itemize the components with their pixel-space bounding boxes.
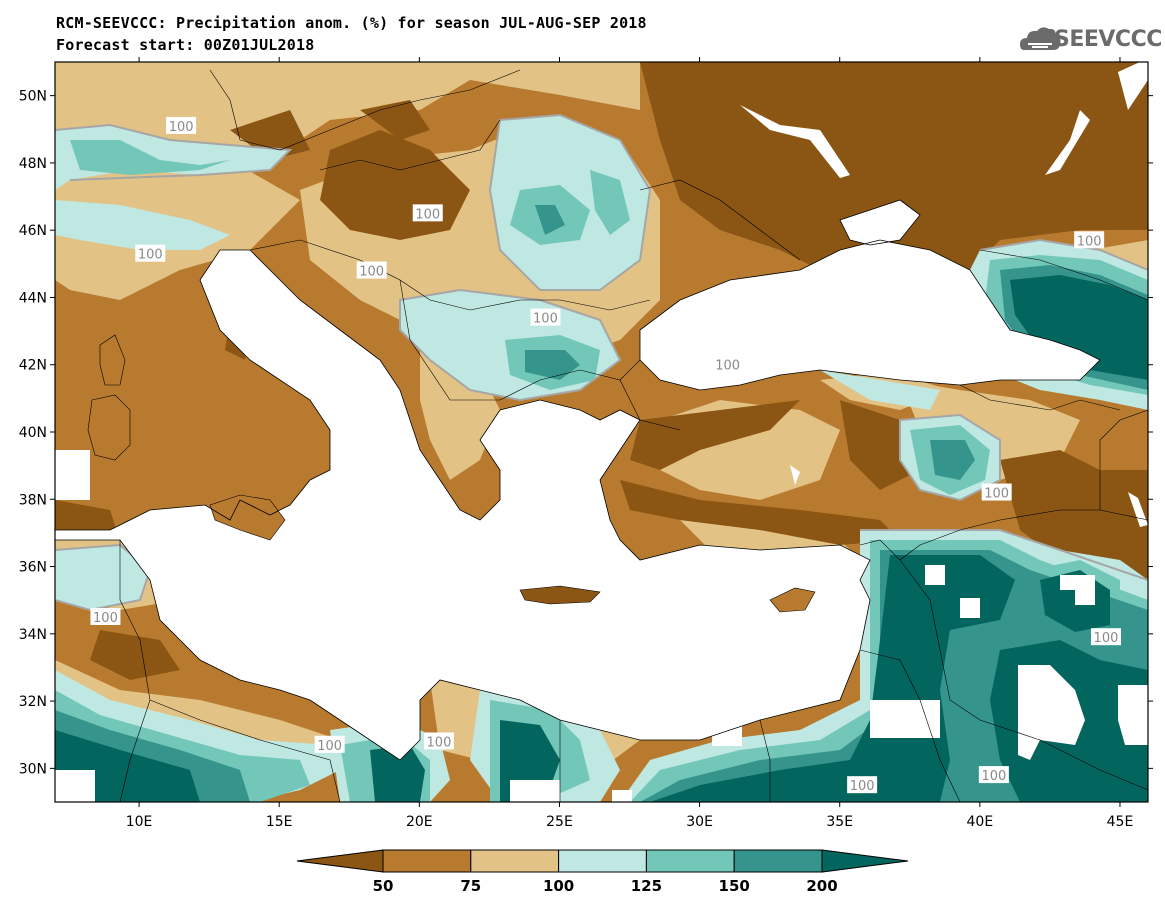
seevccc-logo-cloud-icon — [1020, 27, 1061, 50]
lon-tick-label: 45E — [1107, 814, 1134, 830]
contour-label: 100 — [427, 735, 452, 750]
colorbar-label: 50 — [373, 877, 394, 895]
contour-label: 100 — [317, 739, 342, 754]
sea-mask — [55, 200, 1100, 760]
contour-label-bg — [314, 735, 345, 753]
contour-label-bg — [1074, 231, 1105, 249]
contour-label-bg — [978, 766, 1009, 784]
colorbar-label: 100 — [543, 877, 574, 895]
contour-100 — [55, 113, 1148, 612]
lat-tick-label: 32N — [19, 694, 47, 710]
lat-tick-label: 48N — [19, 156, 47, 172]
lat-tick-label: 30N — [19, 761, 47, 777]
contour-label: 100 — [715, 359, 740, 374]
lon-tick-label: 35E — [826, 814, 853, 830]
contour-labels: 100 100 100 100 100 100 100 100 100 100 100 100 100 1… — [90, 116, 1121, 794]
colorbar-bin — [558, 849, 647, 873]
islands — [87, 334, 816, 613]
colorbar-bin — [645, 849, 735, 873]
contour-label: 100 — [533, 312, 558, 327]
lon-tick-label: 15E — [266, 814, 293, 830]
lat-tick-label: 44N — [19, 290, 47, 306]
colorbar-high-arrow — [821, 849, 909, 873]
lon-tick-label: 25E — [546, 814, 573, 830]
colorbar: 50 75 100 125 150 200 — [296, 849, 909, 895]
colorbar-label: 75 — [460, 877, 481, 895]
contour-label-bg — [423, 732, 454, 750]
lat-tick-label: 34N — [19, 627, 47, 643]
lat-tick-label: 36N — [19, 560, 47, 576]
lon-tick-label: 10E — [126, 814, 153, 830]
contour-label: 100 — [359, 265, 384, 280]
field-missing — [55, 62, 1148, 802]
forecast-start: Forecast start: 00Z01JUL2018 — [56, 36, 315, 54]
contour-label-bg — [847, 776, 878, 794]
contour-label: 100 — [850, 779, 875, 794]
contour-label-bg — [712, 355, 743, 373]
contour-label: 100 — [1094, 631, 1119, 646]
lon-tick-label: 40E — [967, 814, 994, 830]
colorbar-bin — [382, 849, 472, 873]
contour-label: 100 — [169, 120, 194, 135]
colorbar-label: 200 — [806, 877, 837, 895]
lat-tick-label: 38N — [19, 492, 47, 508]
contour-label-bg — [1090, 628, 1121, 646]
logo-text: SEEVCCC — [1054, 27, 1162, 52]
lon-tick-label: 30E — [686, 814, 713, 830]
lat-tick-label: 50N — [19, 89, 47, 105]
contour-label-bg — [981, 483, 1012, 501]
lat-tick-label: 40N — [19, 425, 47, 441]
contour-label-bg — [90, 608, 121, 625]
lat-ticks: 50N 48N 46N 44N 42N 40N 38N 36N 34N 32N 30N — [19, 89, 1153, 777]
contour-label: 100 — [984, 487, 1009, 502]
contour-label: 100 — [981, 769, 1006, 784]
lon-tick-label: 20E — [406, 814, 433, 830]
contour-label: 100 — [93, 611, 118, 626]
contour-label-bg — [135, 244, 166, 262]
lon-ticks: 10E 15E 20E 25E 30E 35E 40E 45E — [126, 57, 1134, 830]
contour-label: 100 — [415, 207, 440, 222]
lat-tick-label: 46N — [19, 223, 47, 239]
colorbar-label: 150 — [719, 877, 750, 895]
contour-label: 100 — [138, 248, 163, 263]
lat-tick-label: 42N — [19, 358, 47, 374]
contour-label: 100 — [1077, 234, 1102, 249]
map-title: RCM-SEEVCCC: Precipitation anom. (%) for… — [56, 14, 647, 32]
colorbar-bin — [470, 849, 560, 873]
contour-label-bg — [356, 261, 387, 279]
colorbar-low-arrow — [296, 849, 384, 873]
contour-label-bg — [530, 308, 561, 326]
contour-label-bg — [412, 204, 443, 222]
map-field — [55, 62, 1148, 802]
contour-label-bg — [166, 116, 197, 134]
colorbar-label: 125 — [631, 877, 662, 895]
colorbar-bin — [733, 849, 823, 873]
borders — [119, 69, 1148, 802]
